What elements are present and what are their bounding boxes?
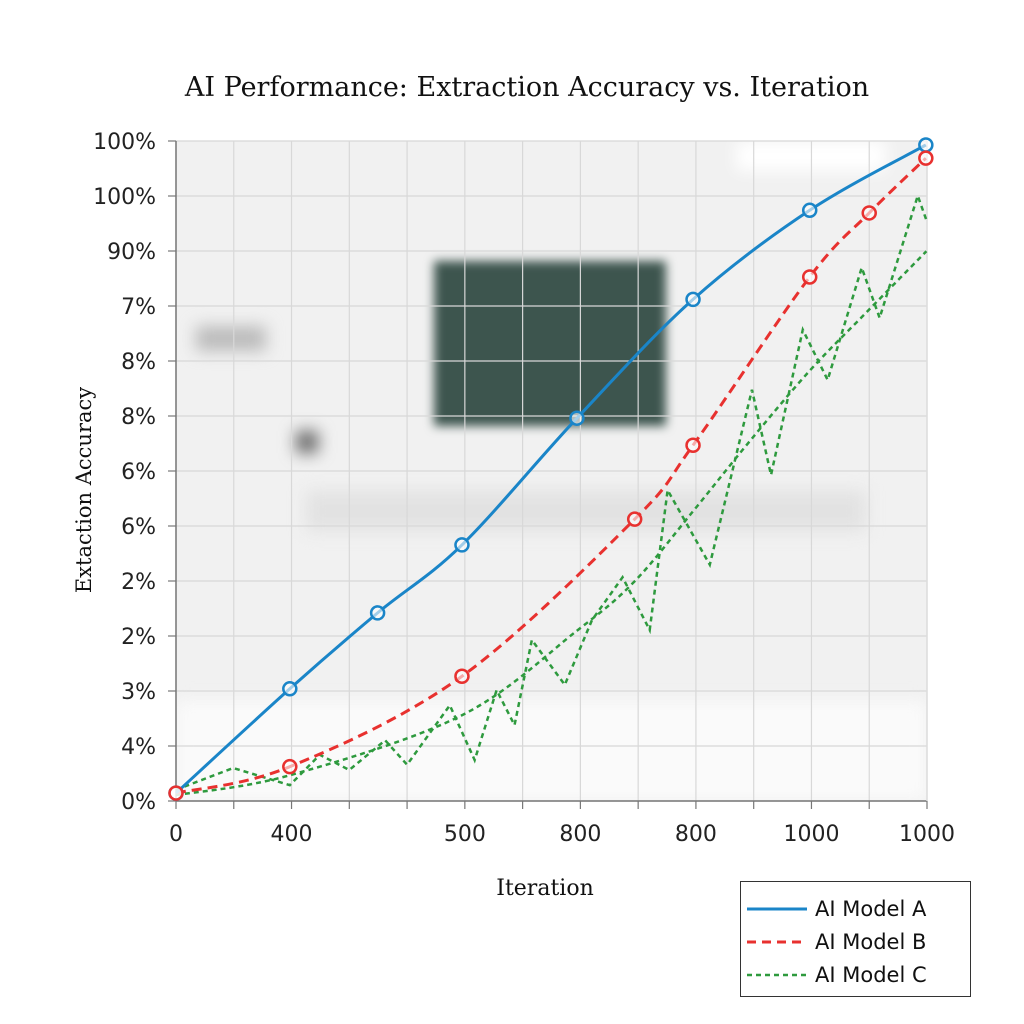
x-tick-label: 500 <box>444 822 486 847</box>
series-b-marker <box>168 785 184 801</box>
y-tick-label: 100% <box>93 130 156 155</box>
y-tick-label: 0% <box>121 790 156 815</box>
y-tick-label: 8% <box>121 350 156 375</box>
legend-swatch-a <box>747 907 807 911</box>
y-tick-label: 100% <box>93 185 156 210</box>
series-b-marker <box>626 511 643 527</box>
series-b-marker <box>454 668 470 685</box>
legend-label-a: AI Model A <box>815 897 927 921</box>
series-a-marker <box>685 291 701 308</box>
x-tick-label: 1000 <box>783 822 839 847</box>
legend: AI Model A AI Model B AI Model C <box>740 881 971 997</box>
y-tick-label: 2% <box>121 625 156 650</box>
y-tick-label: 6% <box>121 460 156 485</box>
series-b-marker <box>918 150 934 166</box>
y-tick-label: 2% <box>121 570 156 595</box>
legend-swatch-c <box>747 973 807 977</box>
series-c-line <box>175 191 928 791</box>
x-tick-label: 400 <box>271 822 313 847</box>
legend-item-model-a: AI Model A <box>747 894 926 924</box>
x-tick-label: 0 <box>169 822 183 847</box>
y-tick-label: 90% <box>107 240 156 265</box>
series-b-marker <box>801 269 818 285</box>
series-a-marker <box>454 537 470 553</box>
series-b-marker <box>685 437 701 454</box>
y-tick-label: 4% <box>121 735 156 760</box>
legend-label-c: AI Model C <box>815 963 927 987</box>
x-tick-label: 800 <box>559 822 601 847</box>
legend-item-model-c: AI Model C <box>747 960 927 990</box>
legend-item-model-b: AI Model B <box>747 927 926 957</box>
x-tick-label: 1000 <box>899 822 955 847</box>
x-tick-label: 800 <box>675 822 717 847</box>
series-a-line <box>174 143 927 795</box>
legend-label-b: AI Model B <box>815 930 927 954</box>
series-a-marker <box>282 681 298 697</box>
series-a-marker <box>569 410 585 426</box>
series-b-line <box>175 157 927 795</box>
series-a-marker <box>801 202 818 219</box>
y-tick-label: 8% <box>121 405 156 430</box>
series-a-marker <box>918 137 934 153</box>
x-axis-label: Iteration <box>496 876 594 901</box>
y-tick-label: 3% <box>121 680 156 705</box>
legend-swatch-b <box>747 940 807 944</box>
chart-title: AI Performance: Extraction Accuracy vs. … <box>184 72 870 103</box>
y-tick-label: 7% <box>121 295 156 320</box>
y-tick-label: 6% <box>121 515 156 540</box>
series-c-trend-line <box>175 250 928 797</box>
series-a-marker <box>369 605 386 621</box>
series-b-marker <box>861 205 877 221</box>
series-b-marker <box>282 758 298 775</box>
